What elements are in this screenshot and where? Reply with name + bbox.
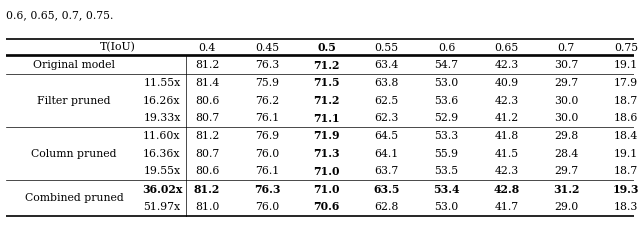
Text: 52.9: 52.9 xyxy=(435,113,459,123)
Text: 70.6: 70.6 xyxy=(314,201,340,212)
Text: 19.33x: 19.33x xyxy=(143,113,180,123)
Text: 53.0: 53.0 xyxy=(435,78,459,88)
Text: 17.9: 17.9 xyxy=(614,78,638,88)
Text: 76.0: 76.0 xyxy=(255,202,279,212)
Text: 19.1: 19.1 xyxy=(614,149,638,159)
Text: 16.26x: 16.26x xyxy=(143,96,180,106)
Text: 64.1: 64.1 xyxy=(374,149,399,159)
Text: 0.65: 0.65 xyxy=(494,43,518,53)
Text: 62.5: 62.5 xyxy=(374,96,399,106)
Text: Column pruned: Column pruned xyxy=(31,149,117,159)
Text: 18.6: 18.6 xyxy=(614,113,638,123)
Text: 18.7: 18.7 xyxy=(614,166,638,176)
Text: 29.8: 29.8 xyxy=(554,131,579,141)
Text: 41.2: 41.2 xyxy=(494,113,518,123)
Text: 53.0: 53.0 xyxy=(435,202,459,212)
Text: 19.1: 19.1 xyxy=(614,60,638,70)
Text: 71.1: 71.1 xyxy=(314,113,340,124)
Text: 62.8: 62.8 xyxy=(374,202,399,212)
Text: 71.0: 71.0 xyxy=(314,166,340,177)
Text: 71.5: 71.5 xyxy=(314,77,340,88)
Text: 19.55x: 19.55x xyxy=(143,166,180,176)
Text: 51.97x: 51.97x xyxy=(143,202,180,212)
Text: 0.5: 0.5 xyxy=(317,42,336,53)
Text: 18.7: 18.7 xyxy=(614,96,638,106)
Text: 0.45: 0.45 xyxy=(255,43,279,53)
Text: 71.3: 71.3 xyxy=(314,148,340,159)
Text: 81.2: 81.2 xyxy=(195,60,220,70)
Text: 76.1: 76.1 xyxy=(255,113,279,123)
Text: 0.75: 0.75 xyxy=(614,43,638,53)
Text: 0.6: 0.6 xyxy=(438,43,455,53)
Text: 71.2: 71.2 xyxy=(314,95,340,106)
Text: 28.4: 28.4 xyxy=(554,149,579,159)
Text: 29.7: 29.7 xyxy=(554,78,579,88)
Text: 80.7: 80.7 xyxy=(195,149,220,159)
Text: 53.5: 53.5 xyxy=(435,166,459,176)
Text: 53.6: 53.6 xyxy=(435,96,459,106)
Text: T(IoU): T(IoU) xyxy=(100,42,136,53)
Text: 19.3: 19.3 xyxy=(613,184,639,195)
Text: 80.6: 80.6 xyxy=(195,166,220,176)
Text: 81.2: 81.2 xyxy=(195,131,220,141)
Text: 29.7: 29.7 xyxy=(554,166,579,176)
Text: 81.2: 81.2 xyxy=(194,184,220,195)
Text: 71.2: 71.2 xyxy=(314,60,340,71)
Text: 30.7: 30.7 xyxy=(554,60,579,70)
Text: 81.4: 81.4 xyxy=(195,78,220,88)
Text: 76.9: 76.9 xyxy=(255,131,279,141)
Text: 18.3: 18.3 xyxy=(614,202,638,212)
Text: 63.7: 63.7 xyxy=(374,166,399,176)
Text: 42.3: 42.3 xyxy=(494,60,518,70)
Text: 42.8: 42.8 xyxy=(493,184,520,195)
Text: 40.9: 40.9 xyxy=(494,78,518,88)
Text: 54.7: 54.7 xyxy=(435,60,458,70)
Text: 30.0: 30.0 xyxy=(554,96,579,106)
Text: 75.9: 75.9 xyxy=(255,78,279,88)
Text: 76.0: 76.0 xyxy=(255,149,279,159)
Text: 80.6: 80.6 xyxy=(195,96,220,106)
Text: 0.55: 0.55 xyxy=(374,43,399,53)
Text: 29.0: 29.0 xyxy=(554,202,579,212)
Text: 41.7: 41.7 xyxy=(494,202,518,212)
Text: 30.0: 30.0 xyxy=(554,113,579,123)
Text: 71.0: 71.0 xyxy=(314,184,340,195)
Text: 64.5: 64.5 xyxy=(374,131,399,141)
Text: 53.4: 53.4 xyxy=(433,184,460,195)
Text: 42.3: 42.3 xyxy=(494,96,518,106)
Text: 76.3: 76.3 xyxy=(255,60,279,70)
Text: Filter pruned: Filter pruned xyxy=(37,96,111,106)
Text: 63.8: 63.8 xyxy=(374,78,399,88)
Text: 76.2: 76.2 xyxy=(255,96,279,106)
Text: 62.3: 62.3 xyxy=(374,113,399,123)
Text: 0.6, 0.65, 0.7, 0.75.: 0.6, 0.65, 0.7, 0.75. xyxy=(6,11,114,21)
Text: 11.60x: 11.60x xyxy=(143,131,180,141)
Text: 55.9: 55.9 xyxy=(435,149,458,159)
Text: 11.55x: 11.55x xyxy=(143,78,180,88)
Text: 42.3: 42.3 xyxy=(494,166,518,176)
Text: Original model: Original model xyxy=(33,60,115,70)
Text: 63.4: 63.4 xyxy=(374,60,399,70)
Text: 18.4: 18.4 xyxy=(614,131,638,141)
Text: 41.5: 41.5 xyxy=(494,149,518,159)
Text: 71.9: 71.9 xyxy=(314,130,340,141)
Text: Combined pruned: Combined pruned xyxy=(25,193,124,203)
Text: 63.5: 63.5 xyxy=(373,184,400,195)
Text: 80.7: 80.7 xyxy=(195,113,220,123)
Text: 41.8: 41.8 xyxy=(494,131,518,141)
Text: 53.3: 53.3 xyxy=(435,131,459,141)
Text: 16.36x: 16.36x xyxy=(143,149,180,159)
Text: 81.0: 81.0 xyxy=(195,202,220,212)
Text: 36.02x: 36.02x xyxy=(141,184,182,195)
Text: 0.7: 0.7 xyxy=(557,43,575,53)
Text: 76.1: 76.1 xyxy=(255,166,279,176)
Text: 31.2: 31.2 xyxy=(553,184,579,195)
Text: 0.4: 0.4 xyxy=(198,43,216,53)
Text: 76.3: 76.3 xyxy=(253,184,280,195)
